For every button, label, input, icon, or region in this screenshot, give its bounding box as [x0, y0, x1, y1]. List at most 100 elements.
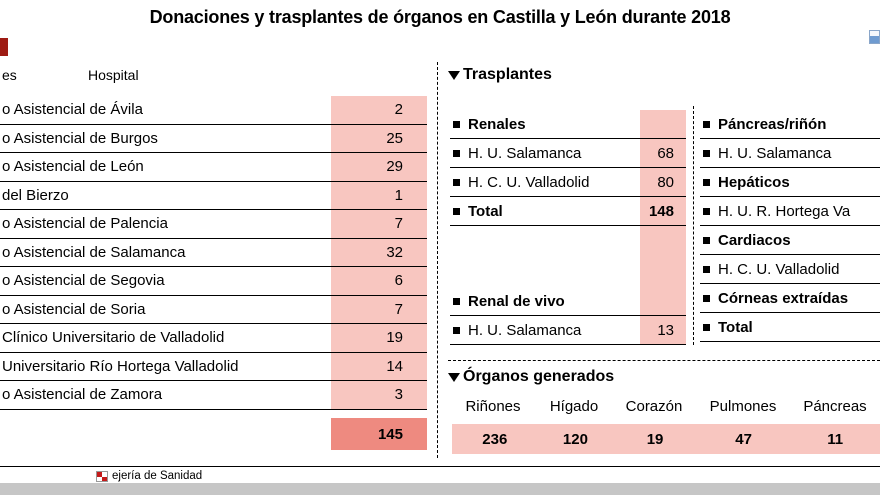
hospital-name: o Asistencial de Burgos: [2, 129, 158, 147]
hospital-name: o Asistencial de Ávila: [2, 101, 143, 119]
table-row: o Asistencial de Ávila 2: [0, 96, 427, 125]
donation-value: 14: [331, 352, 427, 380]
organ-column-label: Corazón: [625, 398, 683, 415]
hospital-name: del Bierzo: [2, 186, 69, 204]
square-bullet-icon: [703, 236, 710, 244]
transplant-value: 68: [657, 144, 674, 162]
donation-value: 7: [331, 210, 427, 238]
transplant-label: Total: [718, 318, 753, 336]
square-bullet-icon: [703, 178, 710, 186]
hospital-name: o Asistencial de Palencia: [2, 215, 168, 233]
donation-value: 2: [331, 96, 427, 124]
square-bullet-icon: [703, 323, 710, 331]
page-title: Donaciones y trasplantes de órganos en C…: [149, 7, 731, 27]
table-row: o Asistencial de Segovia 6: [0, 267, 427, 296]
square-bullet-icon: [703, 149, 710, 157]
organ-value: 236: [482, 430, 508, 448]
transplant-label: H. U. Salamanca: [468, 144, 582, 162]
left-edge-marker: [0, 38, 8, 56]
transplant-value: 148: [648, 202, 674, 220]
donation-value: 1: [331, 181, 427, 209]
table-row: Clínico Universitario de Valladolid 19: [0, 324, 427, 353]
square-bullet-icon: [453, 326, 460, 334]
transplant-label: Total: [468, 202, 503, 220]
square-bullet-icon: [453, 297, 460, 305]
transplants-other-box: Páncreas/riñón H. U. Salamanca Hepáticos…: [700, 110, 880, 342]
corner-icon: [869, 30, 880, 44]
square-bullet-icon: [453, 120, 460, 128]
donations-total: 145: [331, 418, 427, 450]
transplant-row: H. U. Salamanca 13: [450, 316, 686, 345]
table-row: o Asistencial de León 29: [0, 153, 427, 182]
transplant-label: Cardiacos: [718, 231, 791, 249]
transplant-label: H. U. Salamanca: [468, 321, 582, 339]
transplant-row: H. U. R. Hortega Va: [700, 197, 880, 226]
square-bullet-icon: [453, 149, 460, 157]
transplant-label: Hepáticos: [718, 173, 790, 191]
hospital-name: o Asistencial de Soria: [2, 300, 146, 318]
hospital-name: o Asistencial de Segovia: [2, 272, 165, 290]
table-row: o Asistencial de Palencia 7: [0, 210, 427, 239]
horizontal-dashed-separator: [448, 360, 880, 361]
value-column-background: [640, 110, 686, 345]
organ-value: 11: [827, 430, 844, 448]
bottom-gray-bar: [0, 483, 880, 495]
organ-value: 47: [735, 430, 752, 448]
transplant-row: Páncreas/riñón: [700, 110, 880, 139]
organs-values-bar: 236 120 19 47 11: [452, 424, 880, 454]
transplant-value: 13: [657, 321, 674, 339]
donation-value: 6: [331, 267, 427, 295]
transplant-row: H. U. Salamanca: [700, 139, 880, 168]
vertical-dashed-separator: [437, 62, 438, 458]
transplant-row: H. C. U. Valladolid 80: [450, 168, 686, 197]
source-logo: [96, 471, 108, 482]
transplant-label: H. U. R. Hortega Va: [718, 202, 851, 220]
transplant-value: 80: [657, 173, 674, 191]
table-row: o Asistencial de Soria 7: [0, 295, 427, 324]
table-row: o Asistencial de Salamanca 32: [0, 238, 427, 267]
table-row: del Bierzo 1: [0, 181, 427, 210]
transplant-row: Total 148: [450, 197, 686, 226]
transplant-row: H. U. Salamanca 68: [450, 139, 686, 168]
transplant-label: Páncreas/riñón: [718, 115, 827, 133]
organ-column-label: Pulmones: [709, 398, 777, 415]
transplant-label: Córneas extraídas: [718, 289, 849, 307]
transplants-section-label: Trasplantes: [463, 66, 552, 83]
vertical-dashed-separator: [693, 106, 694, 345]
table-row: Universitario Río Hortega Valladolid 14: [0, 352, 427, 381]
organs-section-header: Órganos generados: [448, 368, 614, 386]
transplant-label: H. C. U. Valladolid: [718, 260, 840, 278]
transplant-row: Total: [700, 313, 880, 342]
transplant-row: Cardiacos: [700, 226, 880, 255]
square-bullet-icon: [703, 207, 710, 215]
footer-divider: [0, 466, 880, 467]
table-row: o Asistencial de Burgos 25: [0, 124, 427, 153]
hospital-name: o Asistencial de León: [2, 158, 144, 176]
transplant-label: H. C. U. Valladolid: [468, 173, 590, 191]
organ-column-label: Hígado: [549, 398, 599, 415]
organ-column-label: Páncreas: [803, 398, 867, 415]
organs-column-headers: Riñones Hígado Corazón Pulmones Páncreas: [450, 398, 880, 415]
donations-header-fragment: es: [2, 67, 17, 83]
transplant-label: Renal de vivo: [468, 292, 565, 310]
organ-value: 120: [562, 430, 588, 448]
hospital-name: Clínico Universitario de Valladolid: [2, 329, 225, 347]
table-row: o Asistencial de Zamora 3: [0, 381, 427, 410]
donation-value: 3: [331, 381, 427, 409]
source-text: ejería de Sanidad: [112, 470, 203, 482]
hospital-name: o Asistencial de Zamora: [2, 386, 163, 404]
transplant-label: Renales: [468, 115, 526, 133]
donation-value: 19: [331, 324, 427, 352]
hospital-name: Universitario Río Hortega Valladolid: [2, 357, 239, 375]
transplant-row: Hepáticos: [700, 168, 880, 197]
hospital-name: o Asistencial de Salamanca: [2, 243, 186, 261]
square-bullet-icon: [453, 178, 460, 186]
triangle-down-icon: [448, 372, 460, 382]
donations-table: o Asistencial de Ávila 2 o Asistencial d…: [0, 96, 427, 410]
square-bullet-icon: [453, 207, 460, 215]
organs-section-label: Órganos generados: [463, 368, 615, 385]
transplant-row: Córneas extraídas: [700, 284, 880, 313]
square-bullet-icon: [703, 120, 710, 128]
transplants-section-header: Trasplantes: [448, 66, 552, 84]
